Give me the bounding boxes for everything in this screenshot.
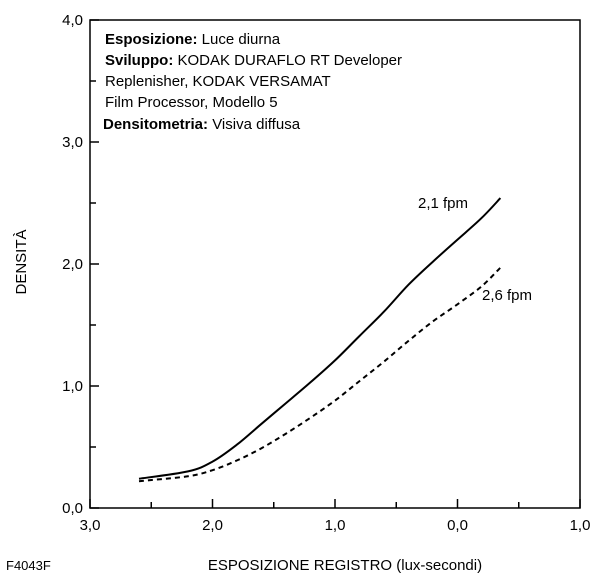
- y-tick-label: 4,0: [62, 12, 83, 29]
- chart-notes: Esposizione: Luce diurna Sviluppo: KODAK…: [103, 31, 402, 133]
- note-line-3: Replenisher, KODAK VERSAMAT: [105, 73, 331, 90]
- series-labels: 2,1 fpm 2,6 fpm: [418, 195, 532, 304]
- x-tick-label: 1,0: [325, 517, 346, 534]
- series-layer: [138, 197, 502, 483]
- x-tick-label: 0,0: [447, 517, 468, 534]
- note-line-4: Film Processor, Modello 5: [105, 94, 278, 111]
- y-tick-label: 1,0: [62, 378, 83, 395]
- x-tick-label: 3,0: [80, 517, 101, 534]
- note-line-5: Densitometria: Visiva diffusa: [103, 116, 301, 133]
- series-label-2: 2,6 fpm: [482, 287, 532, 304]
- tick-marks: [89, 19, 581, 509]
- series-line-2: [138, 266, 502, 483]
- y-tick-label: 2,0: [62, 256, 83, 273]
- y-tick-label: 0,0: [62, 500, 83, 517]
- x-tick-labels: 3,0 2,0 1,0 0,0 1,0: [80, 517, 591, 534]
- x-tick-label: 1,0: [570, 517, 591, 534]
- y-axis-title: DENSITÀ: [13, 229, 30, 294]
- figure-id: F4043F: [6, 558, 51, 573]
- x-axis-title: ESPOSIZIONE REGISTRO (lux-secondi): [208, 557, 482, 574]
- series-label-1: 2,1 fpm: [418, 195, 468, 212]
- y-tick-labels: 0,0 1,0 2,0 3,0 4,0: [62, 12, 83, 517]
- series-line-1: [138, 197, 502, 480]
- note-line-2: Sviluppo: KODAK DURAFLO RT Developer: [105, 52, 402, 69]
- y-tick-label: 3,0: [62, 134, 83, 151]
- x-tick-label: 2,0: [202, 517, 223, 534]
- note-line-1: Esposizione: Luce diurna: [105, 31, 281, 48]
